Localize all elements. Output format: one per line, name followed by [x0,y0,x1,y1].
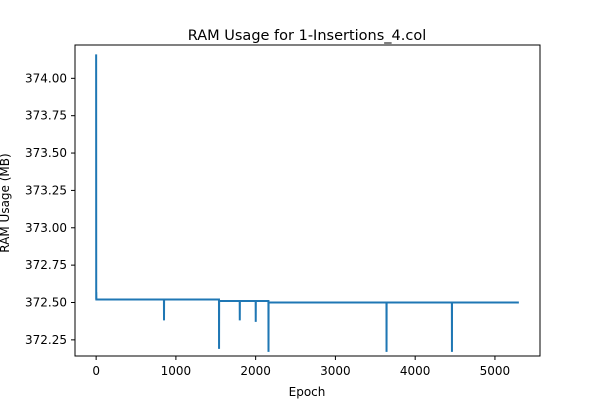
series-line-0 [95,54,519,352]
y-tick-label-1: 372.50 [25,295,67,309]
x-tick-label-1: 1000 [161,364,192,378]
x-axis-label: Epoch [289,385,326,399]
x-tick-label-4: 4000 [400,364,431,378]
chart-title: RAM Usage for 1-Insertions_4.col [188,28,427,44]
x-tick-label-5: 5000 [480,364,511,378]
x-tick-label-2: 2000 [240,364,271,378]
y-axis-label: RAM Usage (MB) [0,153,12,252]
plot-frame [74,44,541,357]
x-tick-label-0: 0 [92,364,100,378]
y-tick-label-2: 372.75 [25,258,67,272]
y-tick-label-6: 373.75 [25,109,67,123]
y-tick-label-3: 373.00 [25,221,67,235]
x-axis-ticks: 0 1000 2000 3000 4000 5000 [92,356,510,378]
y-tick-label-5: 373.50 [25,146,67,160]
y-axis-ticks: 372.25 372.50 372.75 373.00 373.25 373.50 373.… [25,71,75,347]
x-tick-label-3: 3000 [320,364,351,378]
y-tick-label-4: 373.25 [25,183,67,197]
y-tick-label-0: 372.25 [25,333,67,347]
y-tick-label-7: 374.00 [25,71,67,85]
plot-layer [95,54,519,352]
